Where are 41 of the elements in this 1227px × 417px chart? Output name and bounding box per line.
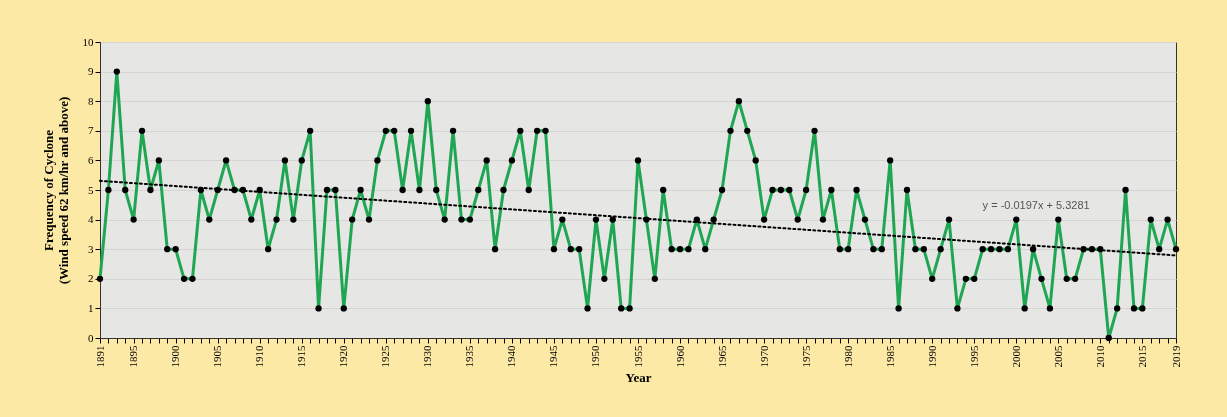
y-tick-label: 5 <box>88 183 94 196</box>
x-tick-label: 1915 <box>295 345 308 368</box>
y-tick-label: 7 <box>88 124 94 137</box>
x-tick-label: 2005 <box>1051 345 1064 368</box>
y-tick-label: 9 <box>88 65 94 78</box>
x-tick-label: 1930 <box>421 345 434 368</box>
x-tick-label: 1955 <box>631 345 644 368</box>
y-tick-label: 4 <box>88 213 94 226</box>
y-tick-label: 3 <box>88 242 94 255</box>
x-tick-label: 2000 <box>1009 345 1022 368</box>
x-tick-label: 1925 <box>379 345 392 368</box>
x-tick-label: 1975 <box>799 345 812 368</box>
x-tick-label: 1965 <box>715 345 728 368</box>
annotation: y = -0.0197x + 5.3281 <box>982 199 1090 212</box>
x-tick-label: 1891 <box>93 345 106 368</box>
x-tick-label: 1920 <box>337 345 350 368</box>
y-tick-label: 8 <box>88 94 94 107</box>
x-tick-label: 1985 <box>883 345 896 368</box>
x-tick-label: 2019 <box>1169 345 1182 368</box>
x-tick-label: 1950 <box>589 345 602 368</box>
x-tick-label: 1895 <box>127 345 140 368</box>
x-tick-label: 1960 <box>673 345 686 368</box>
x-tick-label: 2015 <box>1135 345 1148 368</box>
x-tick-label: 1940 <box>505 345 518 368</box>
y-tick-label: 0 <box>88 331 94 344</box>
x-tick-label: 1935 <box>463 345 476 368</box>
x-tick-label: 1900 <box>169 345 182 368</box>
x-axis-title: Year <box>625 369 652 385</box>
y-tick-label: 2 <box>88 272 94 285</box>
x-tick-label: 1945 <box>547 345 560 368</box>
x-tick-label: 1910 <box>253 345 266 368</box>
y-tick-label: 10 <box>82 35 94 48</box>
y-axis-title: Frequency of Cyclone (Wind speed 62 km/hr and above) <box>40 96 71 285</box>
x-tick-label: 1990 <box>925 345 938 368</box>
x-tick-label: 1970 <box>757 345 770 368</box>
x-tick-label: 2010 <box>1093 345 1106 368</box>
y-tick-label: 1 <box>88 301 94 314</box>
y-tick-label: 6 <box>88 153 94 166</box>
x-tick-label: 1905 <box>211 345 224 368</box>
x-tick-label: 1995 <box>967 345 980 368</box>
x-tick-label: 1980 <box>841 345 854 368</box>
